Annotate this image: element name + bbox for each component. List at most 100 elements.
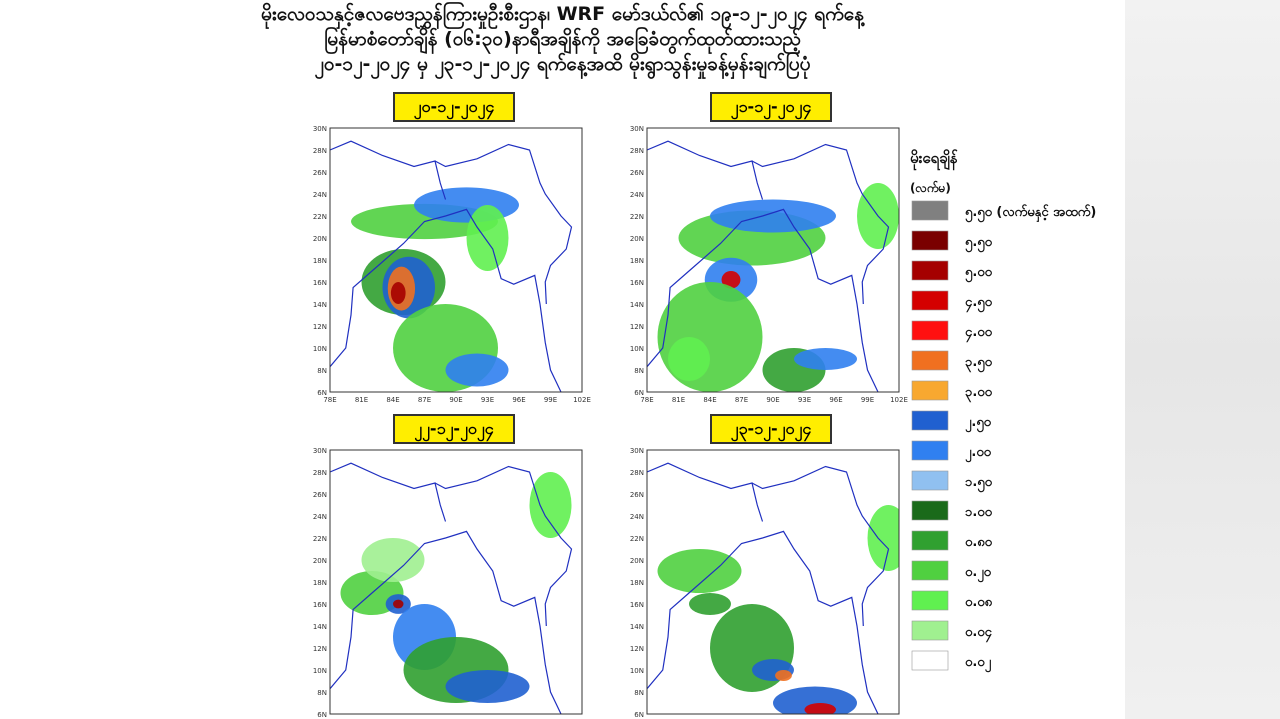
rain-area <box>668 337 710 381</box>
lat-label: 22N <box>313 535 327 543</box>
lat-label: 20N <box>630 235 644 243</box>
lat-label: 12N <box>313 323 327 331</box>
lon-label: 81E <box>355 396 368 404</box>
lon-label: 96E <box>829 396 842 404</box>
boundary-line <box>434 143 573 305</box>
lon-label: 99E <box>861 396 874 404</box>
rain-area <box>466 205 509 271</box>
lat-label: 26N <box>630 491 644 499</box>
lat-label: 22N <box>630 213 644 221</box>
boundary-line <box>330 462 447 522</box>
boundary-line <box>647 530 879 714</box>
lat-label: 18N <box>313 257 327 265</box>
lon-label: 93E <box>798 396 811 404</box>
lat-label: 16N <box>313 601 327 609</box>
title-line: ၂၀-၁၂-၂၀၂၄ မှ ၂၃-၁၂-၂၀၂၄ ရက်နေ့အထိ မိုးရ… <box>314 53 811 75</box>
lat-label: 6N <box>317 711 327 719</box>
legend-label: ၀.၀၄ <box>965 625 993 643</box>
map-frame <box>646 127 900 393</box>
rainfall-map <box>647 128 899 392</box>
lat-label: 18N <box>313 579 327 587</box>
legend-swatch <box>911 290 949 311</box>
rain-area <box>361 538 425 582</box>
rain-area <box>867 505 899 571</box>
lon-label: 93E <box>481 396 494 404</box>
date-label: ၂၁-၁၂-၂၀၂၄ <box>710 92 832 122</box>
lat-label: 12N <box>313 645 327 653</box>
lon-label: 84E <box>703 396 716 404</box>
lat-label: 26N <box>630 169 644 177</box>
legend-swatch <box>911 500 949 521</box>
boundary-line <box>434 465 573 627</box>
legend-unit: (လက်မ) <box>910 179 951 195</box>
map-frame <box>646 449 900 715</box>
lat-label: 14N <box>630 623 644 631</box>
lat-label: 20N <box>313 235 327 243</box>
lat-label: 28N <box>630 147 644 155</box>
lat-label: 24N <box>313 513 327 521</box>
lon-label: 81E <box>672 396 685 404</box>
lat-label: 30N <box>630 125 644 133</box>
legend-label: ၅.၅၀ <box>965 235 993 253</box>
lon-label: 84E <box>386 396 399 404</box>
boundary-line <box>751 465 890 627</box>
rain-area <box>445 353 509 387</box>
legend-swatch <box>911 410 949 431</box>
rainfall-map <box>330 450 582 714</box>
lat-label: 30N <box>313 125 327 133</box>
legend-label: ၄.၅၀ <box>965 295 993 313</box>
legend-swatch <box>911 230 949 251</box>
legend-swatch <box>911 650 949 671</box>
legend-swatch <box>911 260 949 281</box>
rain-area <box>657 549 742 593</box>
legend-label: ၁.၀၀ <box>965 505 993 520</box>
lat-label: 18N <box>630 257 644 265</box>
lat-label: 8N <box>634 689 644 697</box>
boundary-line <box>330 208 562 392</box>
title-line: မိုးလေဝသနှင့်ဇလဗေဒညွှန်ကြားမှုဦးစီးဌာန၊ … <box>261 3 864 25</box>
boundary-line <box>647 208 879 392</box>
legend-label: ၂.၀၀ <box>965 445 992 463</box>
lat-label: 20N <box>630 557 644 565</box>
boundary-line <box>647 462 764 522</box>
lat-label: 8N <box>634 367 644 375</box>
lat-label: 24N <box>313 191 327 199</box>
rain-area <box>657 282 763 392</box>
title-line: မြန်မာစံတော်ချိန် (၀၆:၃၀)နာရီအချိန်ကို အ… <box>324 28 801 50</box>
maps: 30N28N26N24N22N20N18N16N14N12N10N8N6N78E… <box>313 125 1096 719</box>
rain-area <box>390 282 406 304</box>
lat-label: 28N <box>313 147 327 155</box>
legend-label: ၁.၅၀ <box>965 475 993 493</box>
legend-label: ၀.၀၈ <box>965 595 993 610</box>
rain-area <box>393 599 404 609</box>
lat-label: 24N <box>630 191 644 199</box>
rain-area <box>710 199 836 233</box>
lat-label: 12N <box>630 645 644 653</box>
lat-label: 22N <box>313 213 327 221</box>
legend-swatch <box>911 590 949 611</box>
lon-label: 78E <box>323 396 336 404</box>
map-frame <box>329 127 583 393</box>
rain-area <box>721 271 741 289</box>
boundary-line <box>330 140 447 200</box>
lat-label: 6N <box>317 389 327 397</box>
legend-swatch <box>911 200 949 221</box>
lat-label: 26N <box>313 169 327 177</box>
lat-label: 20N <box>313 557 327 565</box>
legend-swatch <box>911 560 949 581</box>
lat-label: 8N <box>317 689 327 697</box>
legend-label: ၃.၀၀ <box>965 385 993 403</box>
date-label: ၂၂-၁၂-၂၀၂၄ <box>393 414 515 444</box>
lon-label: 78E <box>640 396 653 404</box>
date-label: ၂၃-၁၂-၂၀၂၄ <box>710 414 832 444</box>
lat-label: 26N <box>313 491 327 499</box>
lon-label: 87E <box>735 396 748 404</box>
legend-label: ၄.၀၀ <box>965 325 993 343</box>
legend-label: ၀.၈၀ <box>965 535 993 550</box>
rain-area <box>445 670 530 703</box>
lat-label: 28N <box>630 469 644 477</box>
legend-label: ၅.၅၀ (လက်မနှင့် အထက်) <box>965 203 1096 223</box>
legend-swatch <box>911 380 949 401</box>
lat-label: 16N <box>630 601 644 609</box>
